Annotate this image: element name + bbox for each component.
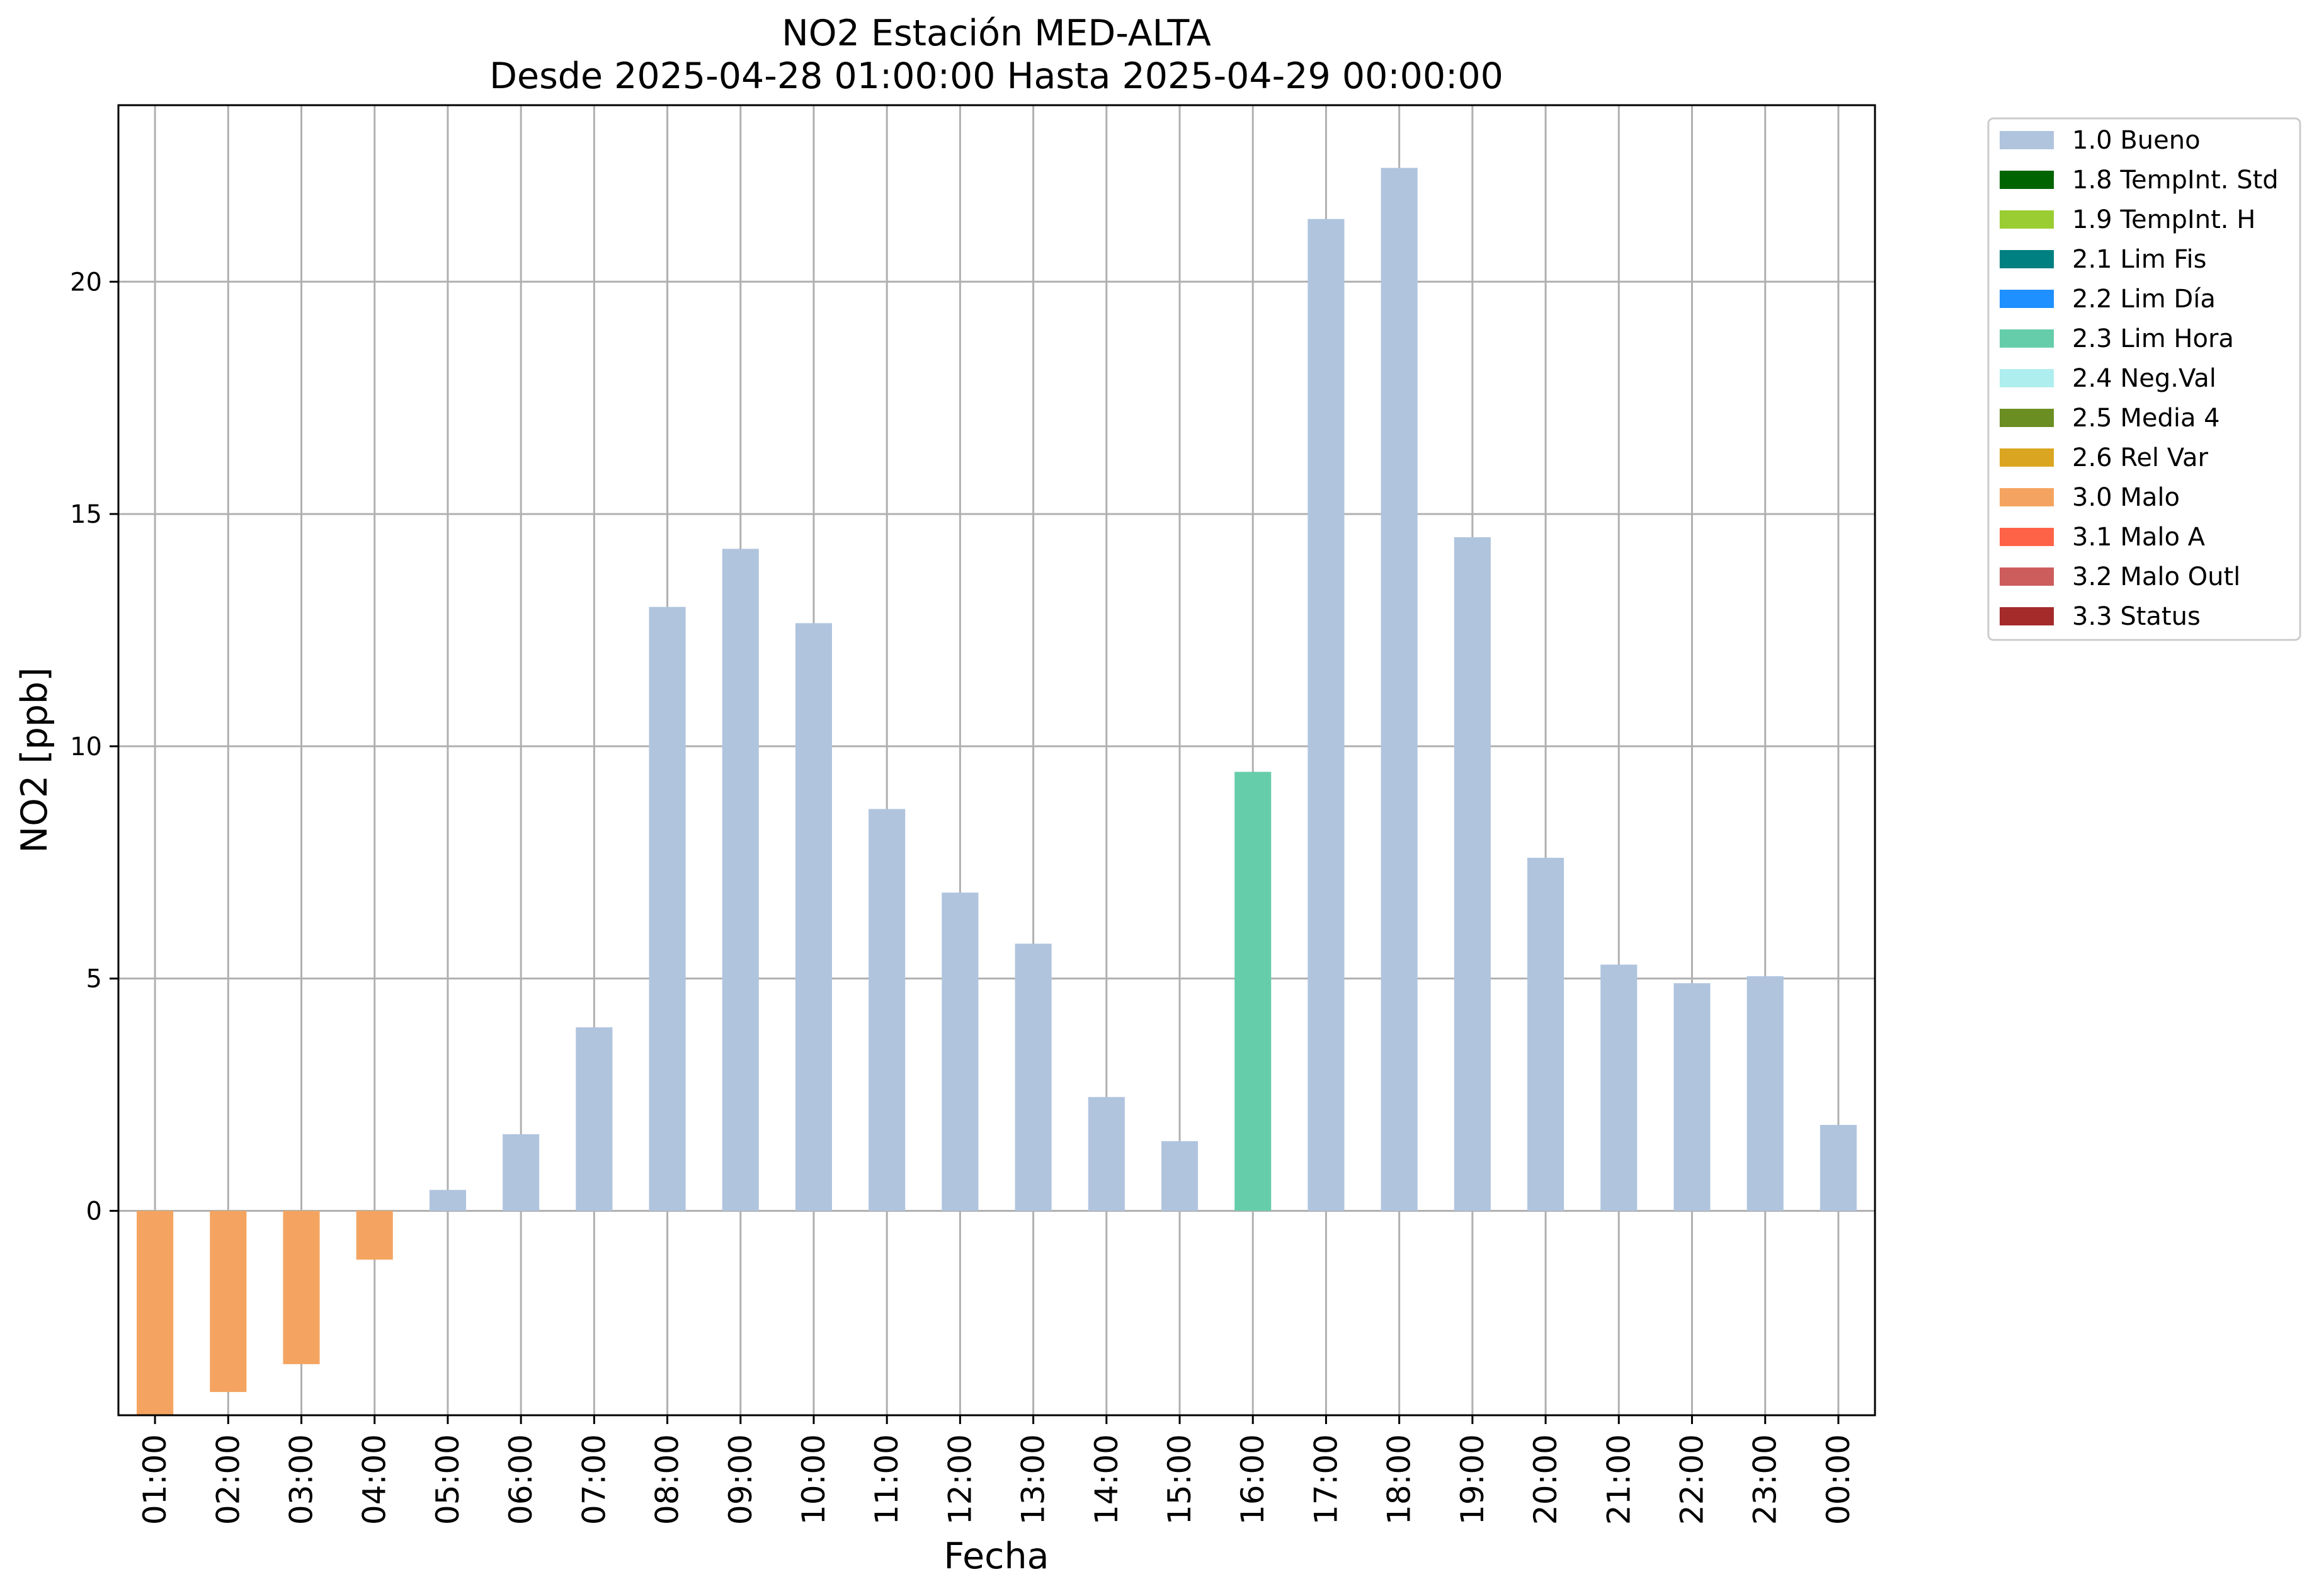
legend-swatch (2000, 171, 2054, 189)
y-tick-label: 5 (86, 965, 102, 994)
x-tick-label: 16:00 (1234, 1434, 1271, 1525)
bar (1820, 1125, 1857, 1211)
bar (283, 1211, 320, 1364)
x-tick-label: 17:00 (1308, 1434, 1344, 1525)
x-tick-label: 18:00 (1381, 1434, 1418, 1525)
x-tick-label: 15:00 (1161, 1434, 1198, 1525)
x-tick-label: 10:00 (795, 1434, 832, 1525)
legend-label: 3.1 Malo A (2072, 523, 2206, 552)
bar (1600, 964, 1638, 1211)
bar (1088, 1097, 1125, 1211)
bar (942, 892, 979, 1211)
legend-label: 2.1 Lim Fis (2072, 245, 2206, 274)
bar (137, 1211, 174, 1415)
legend-swatch (2000, 210, 2054, 229)
y-ticks: 0 5 10 15 20 (70, 268, 118, 1226)
legend-swatch (2000, 409, 2054, 427)
bar (1161, 1141, 1199, 1211)
bar (649, 607, 686, 1211)
x-tick-label: 23:00 (1747, 1434, 1784, 1525)
legend-label: 1.0 Bueno (2072, 126, 2201, 155)
x-tick-label: 19:00 (1454, 1434, 1491, 1525)
x-tick-label: 13:00 (1015, 1434, 1052, 1525)
x-tick-label: 21:00 (1600, 1434, 1637, 1525)
bar (795, 623, 833, 1211)
legend-swatch (2000, 250, 2054, 268)
legend-swatch (2000, 488, 2054, 506)
x-tick-label: 03:00 (283, 1434, 320, 1525)
y-axis-label: NO2 [ppb] (14, 668, 55, 853)
bar (356, 1211, 393, 1260)
x-tick-label: 14:00 (1088, 1434, 1125, 1525)
bar (722, 549, 759, 1211)
bar (576, 1027, 613, 1211)
y-tick-label: 0 (86, 1197, 102, 1226)
legend-label: 1.8 TempInt. Std (2072, 166, 2279, 195)
legend-swatch (2000, 369, 2054, 387)
x-tick-label: 00:00 (1820, 1434, 1857, 1525)
bar (1381, 168, 1418, 1211)
x-tick-label: 11:00 (869, 1434, 905, 1525)
legend-swatch (2000, 290, 2054, 308)
bar (1308, 219, 1345, 1211)
legend-frame (1987, 117, 2301, 641)
legend-swatch (2000, 448, 2054, 467)
legend-label: 3.0 Malo (2072, 483, 2180, 512)
legend-label: 2.5 Media 4 (2072, 404, 2220, 433)
legend-swatch (2000, 131, 2054, 149)
legend-swatch (2000, 329, 2054, 348)
x-tick-label: 04:00 (356, 1434, 393, 1525)
legend-label: 2.3 Lim Hora (2072, 324, 2234, 353)
chart-subtitle: Desde 2025-04-28 01:00:00 Hasta 2025-04-… (489, 55, 1503, 97)
bar (1746, 976, 1784, 1211)
x-tick-label: 06:00 (503, 1434, 539, 1525)
legend-swatch (2000, 567, 2054, 586)
bar (1234, 772, 1272, 1211)
bar (210, 1211, 247, 1393)
bar (1015, 943, 1052, 1211)
x-ticks: 01:00 02:00 03:00 04:00 05:00 06:00 07:00 08:00… (137, 1415, 1857, 1525)
x-tick-label: 12:00 (942, 1434, 978, 1525)
x-tick-label: 20:00 (1527, 1434, 1564, 1525)
y-tick-label: 15 (70, 500, 102, 529)
legend-label: 1.9 TempInt. H (2072, 205, 2255, 234)
y-tick-label: 20 (70, 268, 102, 297)
bar (429, 1190, 466, 1211)
legend-label: 3.3 Status (2072, 602, 2201, 631)
bar (1454, 537, 1491, 1211)
x-tick-label: 01:00 (137, 1434, 173, 1525)
x-tick-label: 22:00 (1673, 1434, 1710, 1525)
legend-label: 3.2 Malo Outl (2072, 562, 2240, 591)
bars-layer (137, 168, 1857, 1415)
x-tick-label: 02:00 (210, 1434, 246, 1525)
bar (1673, 983, 1711, 1211)
chart-title: NO2 Estación MED-ALTA (782, 13, 1211, 54)
x-tick-label: 08:00 (649, 1434, 686, 1525)
legend-swatch (2000, 528, 2054, 546)
legend-label: 2.2 Lim Día (2072, 285, 2216, 314)
legend-label: 2.6 Rel Var (2072, 443, 2209, 472)
bar (1527, 857, 1564, 1211)
bar (503, 1134, 540, 1211)
bar (869, 809, 906, 1211)
plot-frame (117, 104, 1876, 1416)
legend: 1.0 Bueno 1.8 TempInt. Std 1.9 TempInt. H 2… (1987, 117, 2301, 641)
x-axis-label: Fecha (943, 1536, 1049, 1577)
legend-swatch (2000, 607, 2054, 625)
x-tick-label: 07:00 (576, 1434, 612, 1525)
x-tick-label: 09:00 (722, 1434, 759, 1525)
legend-label: 2.4 Neg.Val (2072, 364, 2216, 393)
x-tick-label: 05:00 (430, 1434, 466, 1525)
y-tick-label: 10 (70, 732, 102, 761)
